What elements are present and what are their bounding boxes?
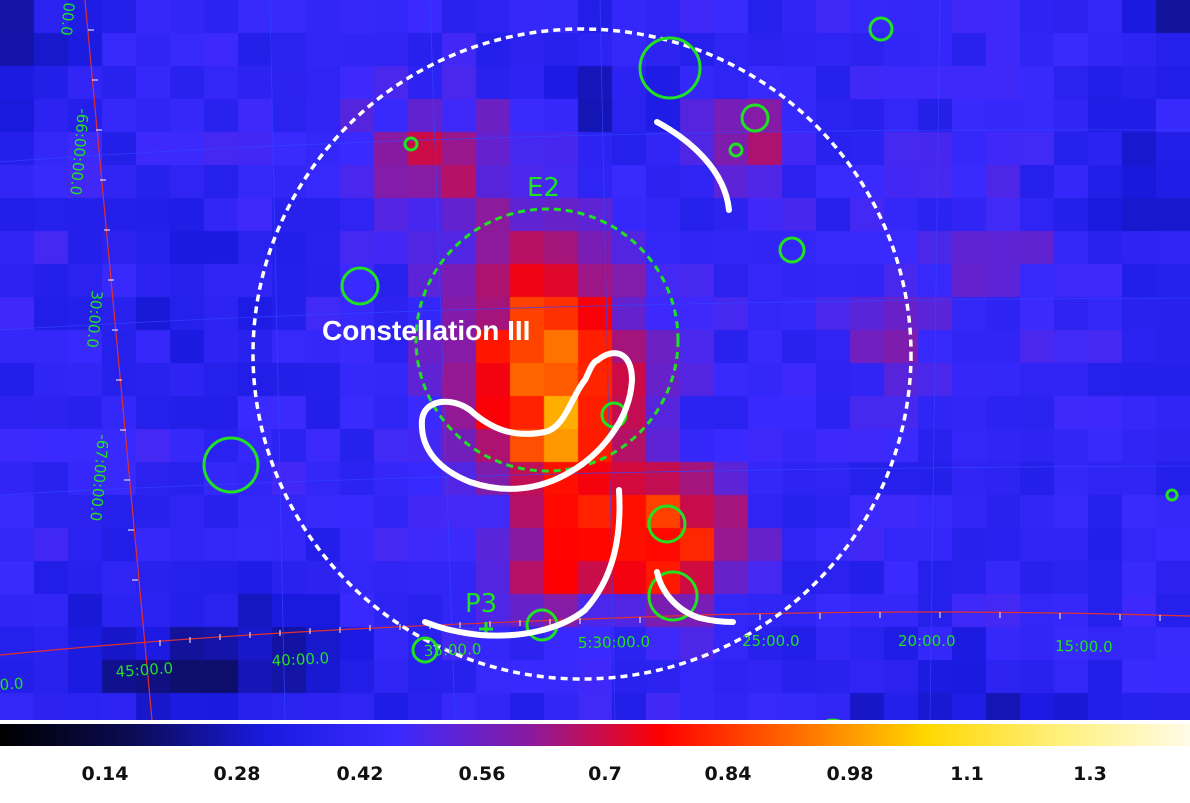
e2-region-circle	[414, 207, 680, 473]
source-circle	[340, 266, 380, 306]
region-overlay: Constellation III E2 P3 45:00.0 40:00.0 …	[0, 0, 1190, 720]
colorbar	[0, 724, 1190, 746]
shell-contours	[418, 119, 736, 639]
source-circle	[1165, 488, 1179, 502]
ra-grid-line	[269, 0, 286, 720]
northeast-arc	[654, 119, 732, 213]
source-circle	[403, 136, 419, 152]
e2-label: E2	[527, 173, 560, 203]
ra-label: 20:00.0	[898, 632, 956, 650]
source-circle	[411, 636, 439, 664]
ra-label: 25:00.0	[742, 632, 800, 650]
colorbar-tick: 0.14	[81, 763, 129, 785]
axis-ticks	[88, 29, 138, 581]
ra-label: 15:00.0	[1055, 637, 1113, 656]
ra-grid-line	[929, 0, 941, 720]
colorbar-tick: 0.56	[458, 763, 506, 785]
colorbar-tick: 0.42	[336, 763, 384, 785]
hook-arc	[654, 569, 736, 625]
dec-grid-line-bottom	[0, 611, 1190, 656]
colorbar-tick: 0.7	[588, 763, 622, 785]
ra-label: 40:00.0	[271, 649, 329, 670]
dec-axis-labels: -66:00:00.0 30:00.0 -67:00:00.0 00.0	[57, 2, 112, 522]
source-circles	[202, 16, 1179, 720]
source-circle	[202, 436, 260, 494]
colorbar-tick: 1.3	[1073, 763, 1107, 785]
source-circle	[868, 16, 894, 42]
intensity-map: Constellation III E2 P3 45:00.0 40:00.0 …	[0, 0, 1190, 720]
source-circle	[778, 236, 806, 264]
dec-grid-line	[0, 465, 1190, 496]
source-circle	[728, 142, 744, 158]
dec-grid-line	[0, 129, 1190, 163]
source-circle	[647, 570, 699, 622]
ra-label: 35:00.0	[424, 640, 482, 660]
southern-arc	[422, 487, 623, 639]
dec-grid-line	[0, 297, 1190, 331]
colorbar-tick-labels: 0.14 0.28 0.42 0.56 0.7 0.84 0.98 1.1 1.…	[0, 746, 1190, 803]
separator-line	[0, 720, 1190, 724]
p3-label: P3	[465, 589, 497, 619]
ra-axis-labels: 45:00.0 40:00.0 35:00.0 5:30:00.0 25:00.…	[0, 632, 1113, 694]
ra-grid-line	[429, 0, 456, 720]
dec-label: 00.0	[57, 2, 78, 37]
source-circle	[740, 103, 770, 133]
coordinate-grid	[0, 0, 1190, 720]
ra-label: 45:00.0	[115, 659, 174, 681]
constellation-label: Constellation III	[322, 315, 530, 346]
ra-label: 5:30:00.0	[578, 633, 650, 652]
ra-grid-line	[599, 0, 616, 720]
dec-label: 30:00.0	[83, 290, 106, 349]
dec-label: -67:00:00.0	[86, 434, 112, 522]
colorbar-tick: 1.1	[950, 763, 984, 785]
dec-label: -66:00:00.0	[66, 108, 92, 196]
colorbar-tick: 0.98	[826, 763, 874, 785]
colorbar-tick: 0.84	[704, 763, 752, 785]
source-circle	[638, 36, 702, 100]
central-shell-contour	[418, 350, 635, 492]
colorbar-tick: 0.28	[213, 763, 261, 785]
source-circle	[647, 504, 687, 544]
outer-dashed-region	[251, 27, 913, 681]
ra-grid-line	[84, 0, 153, 720]
ra-label: 0.0	[0, 674, 24, 694]
